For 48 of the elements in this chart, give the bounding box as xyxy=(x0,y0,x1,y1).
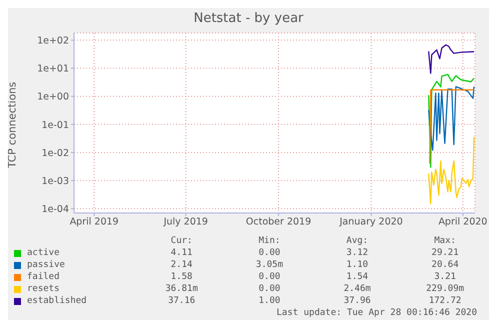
text: 1.54 xyxy=(345,271,370,283)
text: 229.09m xyxy=(425,283,466,295)
y-tick-label: 1e+02 xyxy=(37,36,69,47)
x-tick-label: April 2019 xyxy=(70,216,119,228)
text: 0.00 xyxy=(258,283,282,295)
text: 3.12 xyxy=(345,247,370,259)
text: 2.14 xyxy=(170,259,194,271)
text: 36.81m xyxy=(164,283,199,295)
x-tick-label: October 2019 xyxy=(246,216,312,228)
text: 1.00 xyxy=(258,295,282,307)
text: Cur: xyxy=(170,235,194,247)
y-tick-label: 1e-03 xyxy=(42,176,69,187)
text: 172.72 xyxy=(428,295,462,307)
text: 3.21 xyxy=(433,271,457,283)
text: Max: xyxy=(433,235,457,247)
legend-label: established xyxy=(27,295,87,307)
y-tick-label: 1e+01 xyxy=(37,64,69,75)
x-tick-label: April 2020 xyxy=(438,216,488,228)
text: 1.58 xyxy=(170,271,194,283)
x-tick-label: July 2019 xyxy=(162,216,208,228)
line-series xyxy=(428,86,475,151)
text: 37.96 xyxy=(342,295,372,307)
y-tick-label: 1e-04 xyxy=(42,204,69,216)
text: 20.64 xyxy=(430,259,460,271)
y-axis-title: TCP connections xyxy=(6,82,19,169)
text: Avg: xyxy=(345,235,370,247)
text: 4.11 xyxy=(170,247,194,259)
line-series xyxy=(428,74,475,168)
y-tick-label: 1e-02 xyxy=(42,148,69,159)
legend-label: failed xyxy=(27,271,60,283)
line-series xyxy=(428,136,475,204)
text: 37.16 xyxy=(167,295,196,307)
text: 1.10 xyxy=(345,259,370,271)
text: 0.00 xyxy=(258,247,282,259)
text: Last update: Tue Apr 28 00:16:46 2020 xyxy=(276,307,478,319)
line-series xyxy=(428,44,475,74)
legend-label: resets xyxy=(27,283,60,295)
text: 29.21 xyxy=(430,247,460,259)
text: 2.46m xyxy=(342,283,372,295)
chart-title: Netstat - by year xyxy=(192,10,304,28)
legend-label: active xyxy=(27,247,60,259)
text: Min: xyxy=(258,235,282,247)
text: 0.00 xyxy=(258,271,282,283)
x-tick-label: January 2020 xyxy=(338,216,403,228)
y-tick-label: 1e+00 xyxy=(37,92,69,103)
legend-label: passive xyxy=(27,259,65,271)
text: 3.05m xyxy=(254,259,284,271)
y-tick-label: 1e-01 xyxy=(42,120,69,131)
